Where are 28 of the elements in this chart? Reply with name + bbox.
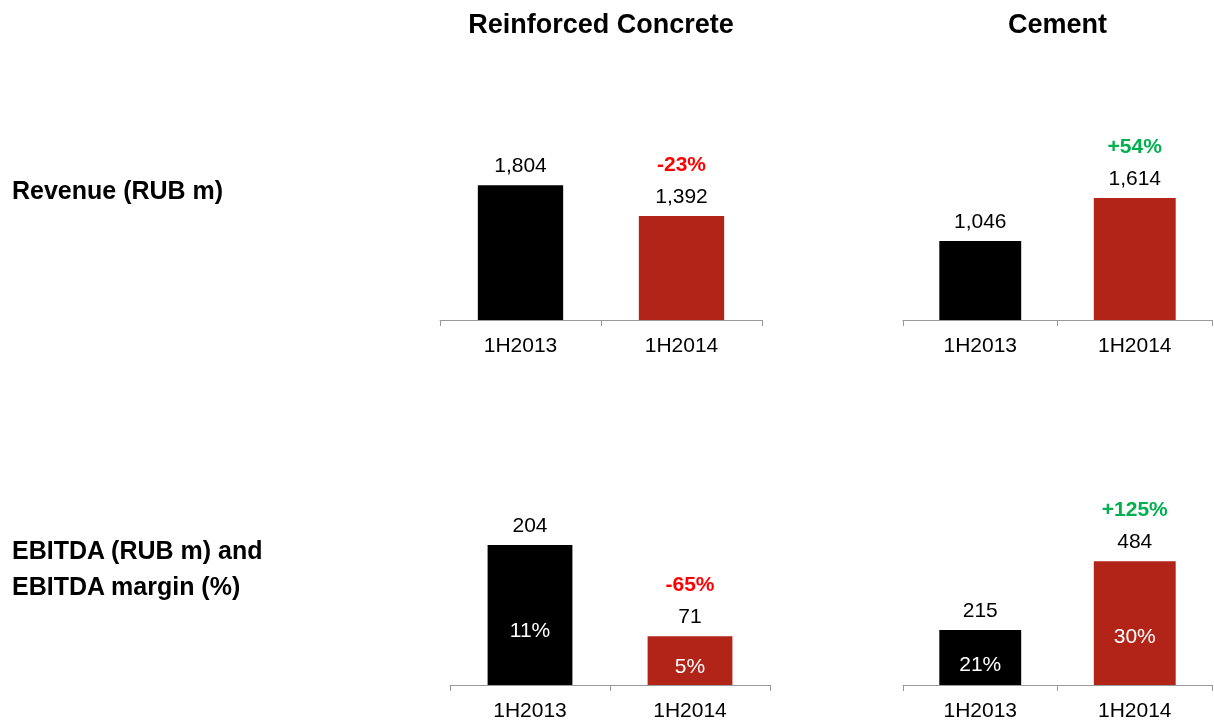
y-axis-title: EBITDA (RUB m) and EBITDA margin (%) <box>12 535 270 600</box>
x-tick-label: 1H2014 <box>644 333 719 356</box>
x-tick-label: 1H2013 <box>943 698 1018 721</box>
text: +54% <box>1107 133 1163 157</box>
data-label: 1,804 <box>494 153 548 177</box>
data-label: 1,392 <box>655 184 708 208</box>
y-axis-title: Revenue (RUB m) <box>12 176 224 204</box>
chart-title: Cement <box>1007 8 1108 39</box>
x-tick-label: 1H2014 <box>1097 333 1172 356</box>
text: -23% <box>656 152 707 176</box>
x-tick-label: 1H2013 <box>493 698 567 721</box>
data-label: 484 <box>1117 529 1153 553</box>
annotation: -65% <box>665 572 715 596</box>
x-tick-label: 1H2014 <box>1097 698 1172 721</box>
chart-title: Reinforced Concrete <box>468 8 734 39</box>
data-label: 71 <box>678 604 702 628</box>
x-tick-label: 1H2013 <box>943 333 1018 356</box>
data-label: 1,046 <box>953 208 1007 232</box>
x-tick-label: 1H2014 <box>653 698 728 721</box>
data-label: 204 <box>512 513 548 537</box>
annotation: 30% <box>1113 624 1156 648</box>
annotation: 5% <box>674 654 706 678</box>
data-label: 1,614 <box>1108 165 1162 189</box>
x-tick-label: 1H2013 <box>483 333 558 356</box>
annotation: 11% <box>509 617 551 641</box>
annotation: 21% <box>959 651 1002 675</box>
data-label: 215 <box>962 598 998 622</box>
text: +125% <box>1101 497 1169 521</box>
